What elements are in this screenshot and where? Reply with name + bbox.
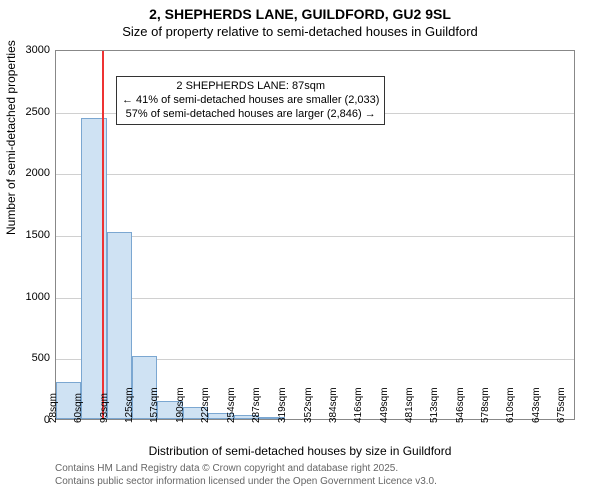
annotation-line: 2 SHEPHERDS LANE: 87sqm <box>122 80 379 94</box>
property-marker-line <box>102 51 104 419</box>
x-tick-label: 157sqm <box>149 387 160 423</box>
x-tick-label: 675sqm <box>556 387 567 423</box>
x-tick-label: 254sqm <box>226 387 237 423</box>
attribution-line-1: Contains HM Land Registry data © Crown c… <box>55 462 437 475</box>
y-tick-label: 2000 <box>20 167 50 179</box>
annotation-line: ← 41% of semi-detached houses are smalle… <box>122 94 379 108</box>
y-tick-label: 3000 <box>20 44 50 56</box>
x-tick-label: 416sqm <box>353 387 364 423</box>
x-tick-label: 60sqm <box>73 393 84 423</box>
chart-title: 2, SHEPHERDS LANE, GUILDFORD, GU2 9SL <box>0 6 600 22</box>
x-tick-label: 384sqm <box>328 387 339 423</box>
gridline <box>56 236 574 237</box>
gridline <box>56 174 574 175</box>
chart-subtitle: Size of property relative to semi-detach… <box>0 24 600 39</box>
y-tick-label: 2500 <box>20 106 50 118</box>
annotation-box: 2 SHEPHERDS LANE: 87sqm← 41% of semi-det… <box>116 76 385 125</box>
x-tick-label: 222sqm <box>200 387 211 423</box>
x-tick-label: 481sqm <box>404 387 415 423</box>
y-tick-label: 1000 <box>20 291 50 303</box>
x-tick-label: 513sqm <box>429 387 440 423</box>
plot-area: 2 SHEPHERDS LANE: 87sqm← 41% of semi-det… <box>55 50 575 420</box>
x-tick-label: 93sqm <box>99 393 110 423</box>
x-tick-label: 352sqm <box>303 387 314 423</box>
x-tick-label: 319sqm <box>277 387 288 423</box>
y-tick-label: 1500 <box>20 229 50 241</box>
x-tick-label: 287sqm <box>251 387 262 423</box>
y-axis-label: Number of semi-detached properties <box>4 40 18 235</box>
y-tick-label: 0 <box>20 414 50 426</box>
x-tick-label: 578sqm <box>480 387 491 423</box>
x-axis-label: Distribution of semi-detached houses by … <box>0 444 600 458</box>
attribution-block: Contains HM Land Registry data © Crown c… <box>55 462 437 488</box>
attribution-line-2: Contains public sector information licen… <box>55 475 437 488</box>
x-tick-label: 610sqm <box>505 387 516 423</box>
x-tick-label: 449sqm <box>379 387 390 423</box>
chart-title-block: 2, SHEPHERDS LANE, GUILDFORD, GU2 9SL Si… <box>0 0 600 39</box>
x-tick-label: 125sqm <box>124 387 135 423</box>
annotation-line: 57% of semi-detached houses are larger (… <box>122 108 379 122</box>
x-tick-label: 546sqm <box>455 387 466 423</box>
x-tick-label: 643sqm <box>531 387 542 423</box>
y-tick-label: 500 <box>20 352 50 364</box>
gridline <box>56 298 574 299</box>
x-tick-label: 190sqm <box>175 387 186 423</box>
